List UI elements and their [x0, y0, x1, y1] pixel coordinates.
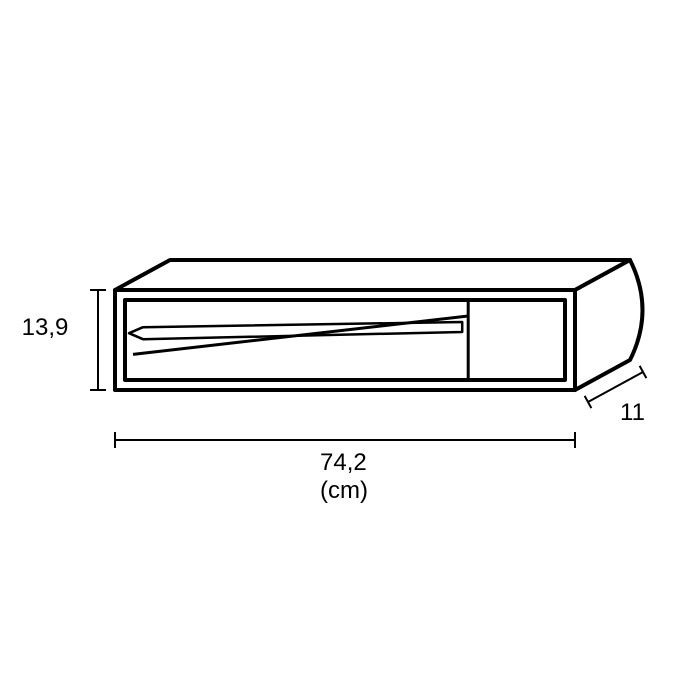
dim-depth-label: 11 — [620, 399, 645, 426]
dimension-diagram: 13,9 74,2(cm) 11 — [0, 0, 700, 700]
dim-width-label: 74,2 — [320, 449, 367, 476]
dim-height-label: 13,9 — [22, 314, 69, 341]
unit-label: (cm) — [320, 477, 368, 504]
